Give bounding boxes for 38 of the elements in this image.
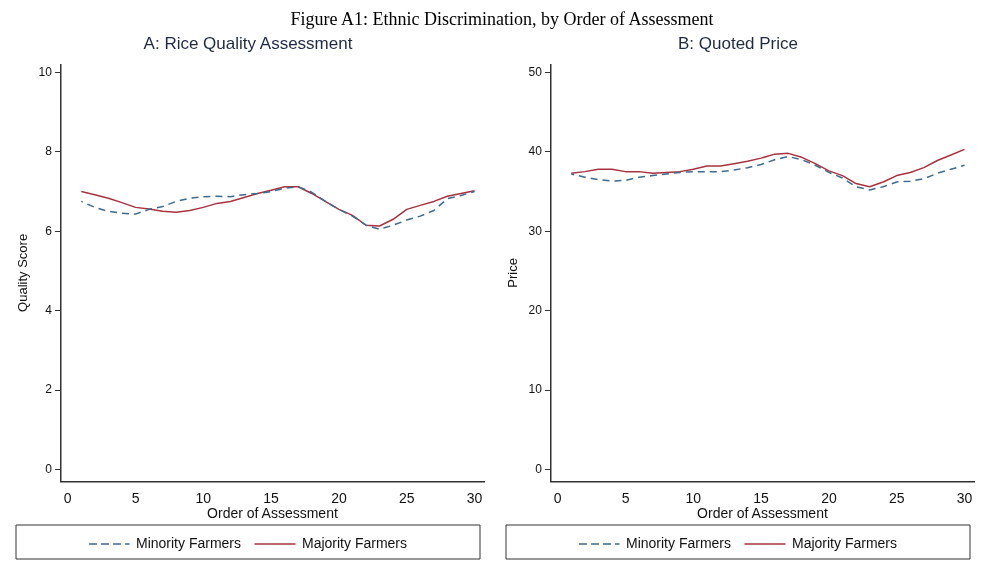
chart-title: B: Quoted Price xyxy=(677,33,799,53)
x-tick-label: 5 xyxy=(131,489,140,506)
y-tick-label: 2 xyxy=(45,382,53,397)
y-tick-label: 10 xyxy=(38,64,53,79)
x-tick-label: 10 xyxy=(685,489,702,506)
x-tick-label: 25 xyxy=(888,489,905,506)
legend-label: Minority Farmers xyxy=(625,534,732,551)
x-axis-title: Order of Assessment xyxy=(697,505,828,522)
x-axis-title: Order of Assessment xyxy=(207,505,338,522)
y-tick-label: 0 xyxy=(535,461,543,476)
y-tick-label: 30 xyxy=(528,223,543,238)
x-tick-label: 20 xyxy=(821,489,837,506)
y-tick-label: 8 xyxy=(45,144,53,159)
y-tick-label: 20 xyxy=(528,302,543,317)
line-series xyxy=(570,155,966,191)
x-tick-label: 10 xyxy=(195,489,212,506)
x-tick-label: 30 xyxy=(466,489,483,506)
y-tick-label: 10 xyxy=(528,382,543,397)
y-axis-title: Price xyxy=(505,258,521,288)
legend-label: Majority Farmers xyxy=(302,534,408,551)
x-tick-label: 15 xyxy=(263,489,280,506)
x-tick-label: 25 xyxy=(398,489,415,506)
x-tick-label: 30 xyxy=(956,489,973,506)
chart-title: A: Rice Quality Assessment xyxy=(143,33,353,53)
y-tick-label: 6 xyxy=(45,223,53,238)
y-tick-label: 0 xyxy=(45,461,53,476)
x-tick-label: 5 xyxy=(621,489,630,506)
x-tick-label: 0 xyxy=(553,489,562,506)
legend-label: Minority Farmers xyxy=(135,534,242,551)
legend-label: Majority Farmers xyxy=(792,534,898,551)
x-tick-label: 20 xyxy=(331,489,347,506)
x-tick-label: 0 xyxy=(63,489,72,506)
x-tick-label: 15 xyxy=(753,489,770,506)
y-tick-label: 4 xyxy=(45,302,53,317)
y-tick-label: 50 xyxy=(528,64,543,79)
y-axis-title: Quality Score xyxy=(15,233,31,312)
y-tick-label: 40 xyxy=(528,144,543,159)
caption: Figure A1: Ethnic Discrimination, by Order of Assessment xyxy=(289,8,715,30)
